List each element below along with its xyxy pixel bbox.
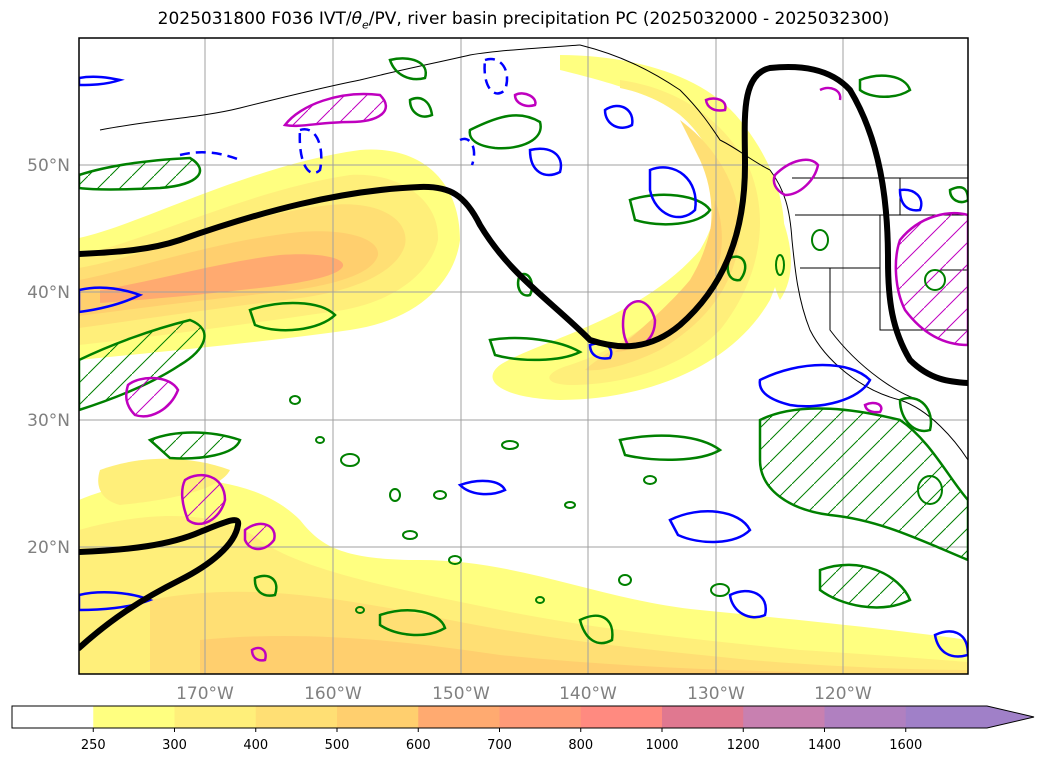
colorbar-tick-label: 300	[162, 738, 187, 753]
lat-label-20n: 20°N	[27, 538, 70, 558]
colorbar-tick-label: 1000	[645, 738, 678, 753]
colorbar-outline	[11, 705, 1035, 729]
lat-label-30n: 30°N	[27, 411, 70, 431]
lon-labels: 170°W 160°W 150°W 140°W 130°W 120°W	[176, 684, 872, 704]
lon-label-160w: 160°W	[304, 684, 362, 704]
colorbar-tick-label: 800	[568, 738, 593, 753]
lon-label-170w: 170°W	[176, 684, 234, 704]
lat-label-40n: 40°N	[27, 283, 70, 303]
colorbar-cell	[662, 706, 744, 728]
colorbar-cell	[499, 706, 582, 728]
green-contours	[79, 57, 968, 645]
lon-label-120w: 120°W	[814, 684, 872, 704]
colorbar-tick-label: 500	[325, 738, 350, 753]
lon-label-130w: 130°W	[687, 684, 745, 704]
colorbar-tick-label: 250	[81, 738, 106, 753]
colorbar-tick-label: 600	[406, 738, 431, 753]
coastlines	[99, 44, 968, 461]
lon-label-140w: 140°W	[559, 684, 617, 704]
lat-labels: 50°N 40°N 30°N 20°N	[27, 156, 70, 558]
colorbar-tick-label: 1600	[889, 738, 922, 753]
colorbar-cell	[418, 706, 500, 728]
colorbar-tick-label: 1200	[727, 738, 760, 753]
colorbar: 250 300 400 500 600 700 800 1000 1200 1400 1600	[11, 705, 1035, 753]
colorbar-cell	[12, 706, 94, 728]
small-precip-blobs	[289, 229, 946, 614]
figure-title: 2025031800 F036 IVT/θe/PV, river basin p…	[157, 9, 890, 32]
colorbar-cell	[93, 706, 175, 728]
lat-label-50n: 50°N	[27, 156, 70, 176]
colorbar-cell	[337, 706, 419, 728]
colorbar-extend-arrow	[987, 706, 1034, 728]
colorbar-tick-label: 400	[243, 738, 268, 753]
pv-contours	[79, 64, 968, 651]
colorbar-cell	[824, 706, 907, 728]
colorbar-cell	[905, 706, 988, 728]
colorbar-cell	[255, 706, 338, 728]
blue-contours	[79, 75, 968, 658]
colorbar-tick-label: 1400	[808, 738, 841, 753]
blue-dashed-contours	[179, 57, 509, 175]
colorbar-cell	[580, 706, 663, 728]
colorbar-cell	[743, 706, 825, 728]
colorbar-cell	[174, 706, 257, 728]
map-frame	[78, 37, 969, 675]
lon-label-150w: 150°W	[432, 684, 490, 704]
colorbar-tick-label: 700	[487, 738, 512, 753]
